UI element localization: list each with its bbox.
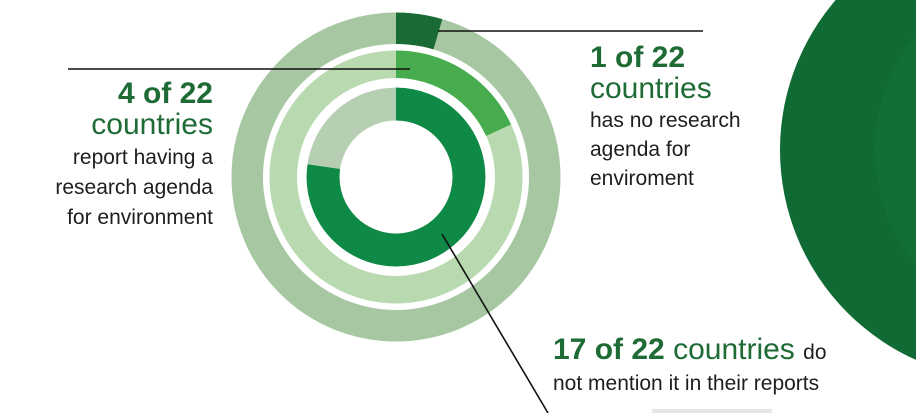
background-decor-circle-inner (875, 33, 916, 267)
rings-group (228, 9, 564, 345)
annotation-right-word: countries (590, 72, 712, 105)
background-decor-bar (652, 409, 772, 413)
ring-segment-middle (395, 50, 512, 138)
annotation-bottom-tail: do (803, 341, 827, 364)
annotation-left: 4 of 22 countries report having a resear… (0, 78, 213, 233)
annotation-bottom-count: 17 of 22 (553, 333, 665, 366)
annotation-bottom-line2: not mention it in their reports (553, 372, 820, 395)
background-decor-circle (780, 0, 916, 360)
annotation-bottom: 17 of 22 countries do not mention it in … (553, 334, 915, 399)
annotation-right: 1 of 22 countries has no research agenda… (590, 42, 800, 193)
annotation-right-line: has no research (590, 109, 741, 132)
annotation-bottom-line1: 17 of 22 countries do (553, 334, 915, 369)
annotation-left-line: research agenda (55, 176, 213, 199)
annotation-right-line: agenda for (590, 138, 691, 161)
ring-gap (297, 78, 495, 276)
annotation-right-text: has no research agenda for enviroment (590, 106, 800, 193)
annotation-left-word: countries (91, 108, 213, 141)
ring-segment-inner (306, 87, 486, 267)
annotation-left-line: report having a (72, 146, 213, 169)
annotation-right-line: enviroment (590, 167, 694, 190)
ring-gap (263, 44, 529, 310)
annotation-left-text: report having a research agenda for envi… (0, 143, 213, 233)
annotation-left-line: for environment (67, 206, 213, 229)
annotation-bottom-word: countries (673, 333, 795, 366)
ring-segment-outer (395, 12, 443, 52)
annotation-left-count: 4 of 22 (117, 77, 213, 110)
ring-gap (228, 9, 564, 345)
leader-line-bottom (441, 233, 549, 413)
annotation-right-count: 1 of 22 (590, 41, 686, 74)
ring-gap (303, 84, 489, 270)
ring-gap (266, 47, 526, 307)
